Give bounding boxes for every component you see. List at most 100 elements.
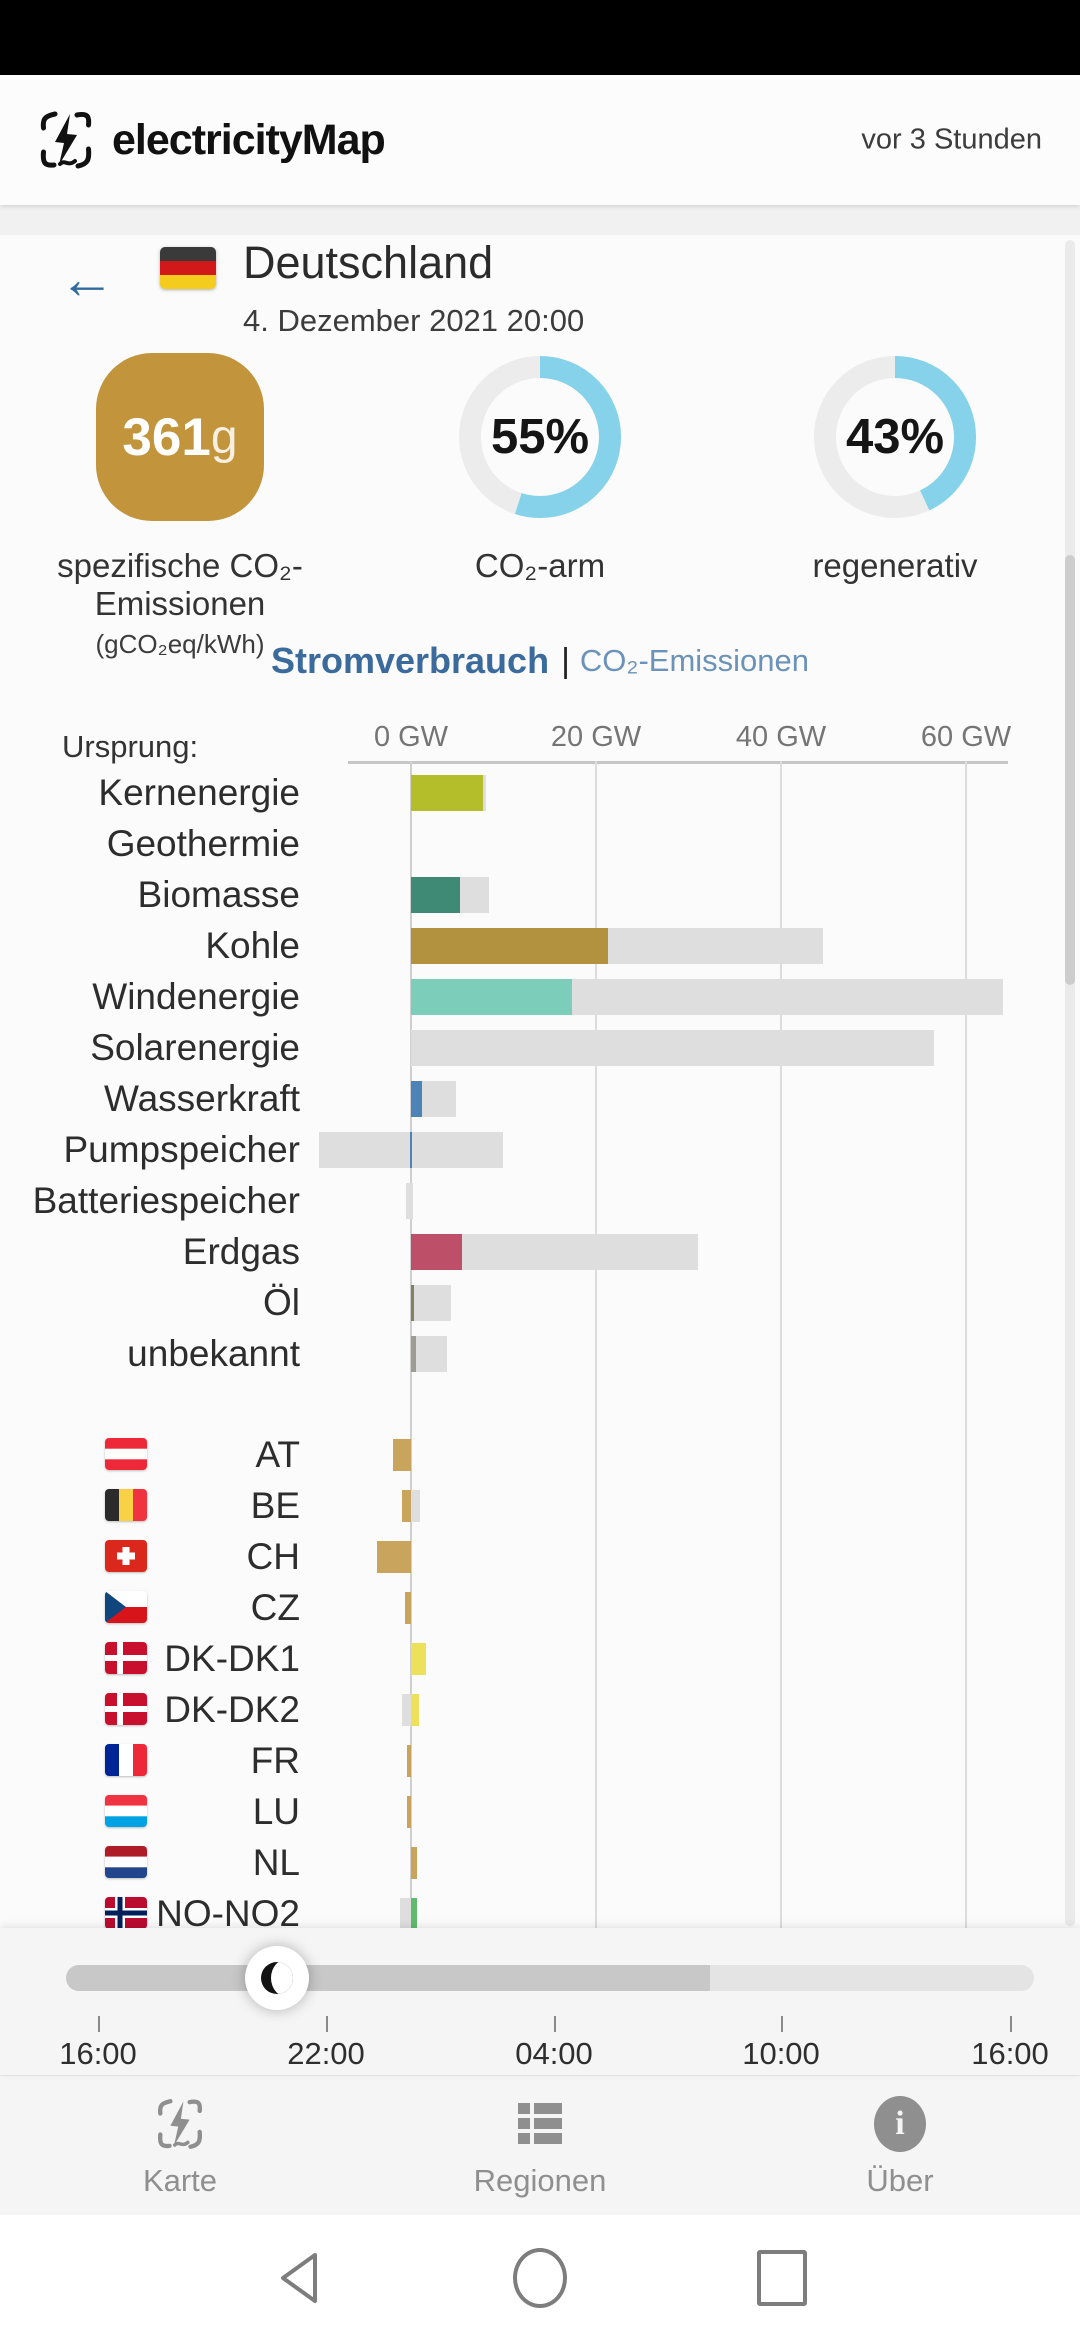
flag-lu-icon <box>105 1795 147 1827</box>
production-label: Kohle <box>205 925 300 966</box>
value-bar <box>411 1897 417 1928</box>
flag-cz-icon <box>105 1591 147 1623</box>
exchange-label: DK-DK1 <box>164 1638 300 1679</box>
back-arrow-icon[interactable]: ← <box>59 246 115 310</box>
status-bar <box>0 0 1080 75</box>
low-carbon-label: CO₂-arm <box>474 547 606 584</box>
exchange-row: NO-NO2 <box>0 1888 1080 1928</box>
exchange-label: NO-NO2 <box>156 1893 300 1928</box>
android-nav-bar <box>0 2215 1080 2340</box>
nav-item-regionen[interactable]: Regionen <box>390 2093 690 2199</box>
production-row: Kohle <box>0 920 1080 971</box>
value-bar <box>407 1744 411 1777</box>
electricitymap-logo-icon <box>40 111 92 169</box>
carbon-intensity-value: 361 <box>122 407 211 467</box>
production-label: Biomasse <box>137 874 300 915</box>
production-label: Wasserkraft <box>104 1078 300 1119</box>
consumption-chart: Ursprung: 0 GW 20 GW 40 GW 60 GW Kernenergie… <box>0 715 1080 1928</box>
time-tick-label: 22:00 <box>287 2036 365 2071</box>
production-label: unbekannt <box>127 1333 300 1374</box>
renewable-gauge <box>814 356 976 518</box>
value-bar <box>404 1591 411 1624</box>
axis-tick-label: 40 GW <box>735 721 827 753</box>
time-slider-thumb[interactable] <box>245 1946 309 2010</box>
production-row: Windenergie <box>0 971 1080 1022</box>
flag-dk-icon <box>105 1642 147 1674</box>
exchange-row: DK-DK1 <box>0 1633 1080 1684</box>
app-header: electricityMap vor 3 Stunden <box>0 75 1080 205</box>
moon-icon <box>261 1962 293 1994</box>
flag-nl-icon <box>105 1846 147 1878</box>
last-updated-text: vor 3 Stunden <box>861 123 1042 156</box>
capacity-bar <box>411 1335 448 1372</box>
production-row: Solarenergie <box>0 1022 1080 1073</box>
exchange-row: LU <box>0 1786 1080 1837</box>
production-label: Geothermie <box>106 823 300 864</box>
exchange-label: CH <box>246 1536 300 1577</box>
country-detail-panel: ← Deutschland 4. Dezember 2021 20:00 361… <box>0 235 1080 1928</box>
chart-axis-line <box>348 761 1008 764</box>
value-bar <box>407 1795 411 1828</box>
view-tabs: Stromverbrauch | CO₂-Emissionen <box>0 633 1080 689</box>
android-back-icon[interactable] <box>268 2248 328 2308</box>
time-tick-label: 10:00 <box>742 2036 820 2071</box>
nav-item-karte[interactable]: Karte <box>30 2093 330 2199</box>
nav-label-karte: Karte <box>142 2163 218 2198</box>
scrollbar-track[interactable] <box>1065 240 1075 1926</box>
flag-dk-icon <box>105 1693 147 1725</box>
chart-gridline <box>595 761 597 1928</box>
chart-gridline <box>780 761 782 1928</box>
carbon-intensity-label: spezifische CO₂-Emissionen <box>57 547 303 622</box>
time-tick-label: 16:00 <box>59 2036 137 2071</box>
capacity-bar <box>411 1284 451 1321</box>
axis-tick-label: 20 GW <box>550 721 642 753</box>
value-bar <box>411 927 609 964</box>
production-row: Öl <box>0 1277 1080 1328</box>
capacity-bar <box>411 1029 934 1066</box>
production-label: Kernenergie <box>98 772 300 813</box>
time-tick <box>781 2016 783 2032</box>
time-slider-track[interactable] <box>66 1965 1034 1991</box>
low-carbon-gauge <box>459 356 621 518</box>
capacity-bar <box>406 1182 413 1219</box>
info-icon: i <box>874 2096 926 2152</box>
flag-no-icon <box>105 1897 147 1928</box>
production-row: Erdgas <box>0 1226 1080 1277</box>
nav-item-ueber[interactable]: i Über <box>750 2093 1050 2199</box>
value-bar <box>411 1080 423 1117</box>
exchange-label: DK-DK2 <box>164 1689 300 1730</box>
time-slider-fill <box>66 1965 710 1991</box>
flag-fr-icon <box>105 1744 147 1776</box>
android-home-icon[interactable] <box>510 2247 570 2308</box>
production-row: unbekannt <box>0 1328 1080 1379</box>
nav-label-regionen: Regionen <box>473 2163 607 2198</box>
value-bar <box>411 978 572 1015</box>
production-row: Kernenergie <box>0 767 1080 818</box>
time-tick-label: 04:00 <box>515 2036 593 2071</box>
list-icon <box>518 2103 562 2144</box>
flag-ch-icon <box>105 1540 147 1572</box>
value-bar <box>411 1642 426 1675</box>
production-label: Erdgas <box>182 1231 300 1272</box>
exchange-label: BE <box>250 1485 300 1526</box>
exchange-row: BE <box>0 1480 1080 1531</box>
time-slider-panel: 16:00 22:00 04:00 10:00 16:00 <box>0 1928 1080 2075</box>
chart-gridline <box>965 761 967 1928</box>
scrollbar-thumb[interactable] <box>1065 555 1075 985</box>
value-bar <box>411 1284 414 1321</box>
tab-stromverbrauch[interactable]: Stromverbrauch <box>270 640 550 681</box>
renewable-label: regenerativ <box>812 547 978 584</box>
app-title: electricityMap <box>112 115 386 164</box>
time-tick <box>326 2016 328 2032</box>
value-bar <box>392 1438 411 1471</box>
tab-co2-emissionen[interactable]: CO₂-Emissionen <box>579 643 810 678</box>
renewable-percent: 43% <box>845 410 945 464</box>
production-label: Solarenergie <box>90 1027 300 1068</box>
android-recents-icon[interactable] <box>752 2248 812 2308</box>
country-datetime: 4. Dezember 2021 20:00 <box>243 303 585 338</box>
app-logo: electricityMap <box>34 105 386 175</box>
exchange-row: CH <box>0 1531 1080 1582</box>
bottom-nav: Karte Regionen i Über <box>0 2075 1080 2216</box>
low-carbon-percent: 55% <box>490 410 590 464</box>
